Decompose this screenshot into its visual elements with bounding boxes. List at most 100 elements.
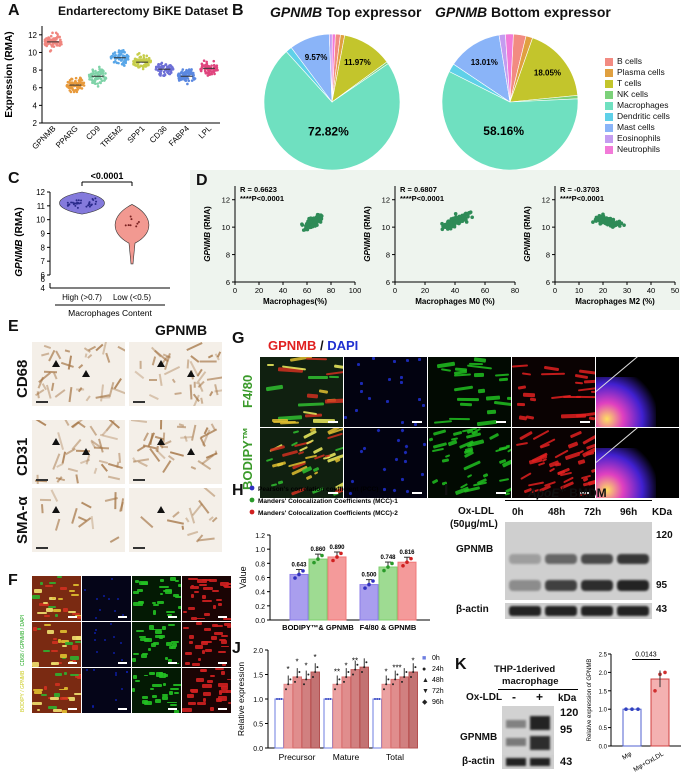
f-signal <box>39 582 44 586</box>
a-dot <box>55 42 59 46</box>
g-signal <box>574 374 589 380</box>
d-point <box>591 220 595 224</box>
h-point <box>367 582 371 587</box>
d-xtick-label: 100 <box>349 286 362 295</box>
j-point <box>307 673 310 676</box>
j-sig-marker: * <box>411 657 414 666</box>
a-dot <box>169 64 173 68</box>
g-signal <box>568 441 580 449</box>
panel-b-pies: 72.82% 9.57% 11.97% 58.16% 13.01% 18.05% <box>263 33 579 170</box>
f-signal <box>53 637 57 640</box>
a-dot <box>186 70 190 73</box>
d-ytick-label: 10 <box>222 223 230 232</box>
d-ylabel: GPNMB (RMA) <box>363 206 372 262</box>
f-signal <box>59 697 69 700</box>
a-dot <box>188 73 191 76</box>
e-fiber <box>80 458 91 464</box>
h-point <box>335 555 339 559</box>
f-signal <box>136 629 144 632</box>
f-signal <box>32 701 42 706</box>
e-fiber <box>110 536 120 543</box>
a-dot <box>166 65 169 68</box>
f-signal <box>203 612 211 617</box>
e-fiber <box>90 515 94 529</box>
c-dot <box>80 199 83 202</box>
f-signal <box>92 669 95 672</box>
f-signal <box>110 623 112 626</box>
a-dot <box>137 58 141 62</box>
h-bar <box>359 584 379 621</box>
j-point <box>303 683 305 686</box>
f-scale-bar <box>118 616 127 618</box>
f-signal <box>152 628 162 631</box>
g-signal <box>522 392 535 397</box>
c-dot <box>75 199 78 202</box>
k-marker: 95 <box>560 724 573 736</box>
f-signal <box>226 689 231 694</box>
a-dot <box>80 87 84 90</box>
f-signal <box>86 668 89 671</box>
f-fluor-image <box>32 576 81 621</box>
f-signal <box>60 640 69 643</box>
a-dot <box>48 38 52 42</box>
j-point <box>365 661 368 664</box>
d-p-value: ****P<0.0001 <box>560 194 604 203</box>
d-point <box>611 218 615 223</box>
j-legend-label: 96h <box>432 699 444 706</box>
a-gene-label: SPP1 <box>126 124 147 145</box>
a-dot <box>58 44 61 47</box>
panel-h-letter: H <box>232 482 244 499</box>
f-signal <box>195 645 203 649</box>
a-dot <box>200 62 204 66</box>
e-fiber <box>55 518 61 531</box>
g-signal <box>548 460 560 468</box>
i-band-mature <box>581 580 613 591</box>
g-signal <box>376 428 381 433</box>
panel-h-barchart: Pearson's correlation coefficient (PCC) M… <box>238 485 430 632</box>
b-legend-swatch <box>605 91 613 99</box>
e-fiber <box>186 342 203 352</box>
f-signal <box>201 668 206 673</box>
f-signal <box>196 579 207 584</box>
a-ytick-label: 12 <box>28 31 37 40</box>
g-signal <box>450 437 458 441</box>
g-signal <box>400 376 404 380</box>
g-signal <box>521 372 531 376</box>
b-legend-swatch <box>605 69 613 77</box>
e-fiber <box>143 432 149 441</box>
k-point <box>636 707 640 711</box>
a-dot <box>159 62 163 66</box>
g-signal <box>460 402 473 406</box>
g-signal <box>354 409 359 413</box>
e-fiber <box>191 424 196 441</box>
c-dot <box>72 203 75 206</box>
k-ylabel: Relative expression of GPNMB <box>587 659 593 742</box>
f-signal <box>227 624 231 629</box>
f-signal <box>208 578 217 583</box>
f-signal <box>44 623 52 626</box>
g-signal <box>583 379 595 384</box>
f-signal <box>120 659 123 662</box>
e-scale-bar <box>133 401 145 403</box>
e-fiber <box>191 503 203 516</box>
c-dot <box>129 224 132 227</box>
f-signal <box>185 662 190 666</box>
k-plus: + <box>536 690 544 704</box>
a-dot <box>202 59 206 63</box>
b-legend-label: Eosinophils <box>617 133 661 143</box>
g-scatterplot-image <box>596 357 679 427</box>
panel-g-header: GPNMB / DAPI <box>268 338 359 353</box>
a-dot <box>208 68 211 72</box>
j-point <box>410 675 412 678</box>
f-signal <box>170 646 177 650</box>
f-signal <box>169 577 177 582</box>
i-header-line <box>505 500 652 501</box>
f-signal <box>211 636 217 641</box>
j-legend-label: 48h <box>432 677 444 684</box>
a-dot <box>181 73 185 77</box>
f-signal <box>36 709 40 711</box>
g-signal <box>318 389 328 394</box>
g-scale-bar <box>412 421 422 423</box>
f-signal <box>74 692 81 696</box>
h-legend-marker <box>249 485 255 491</box>
